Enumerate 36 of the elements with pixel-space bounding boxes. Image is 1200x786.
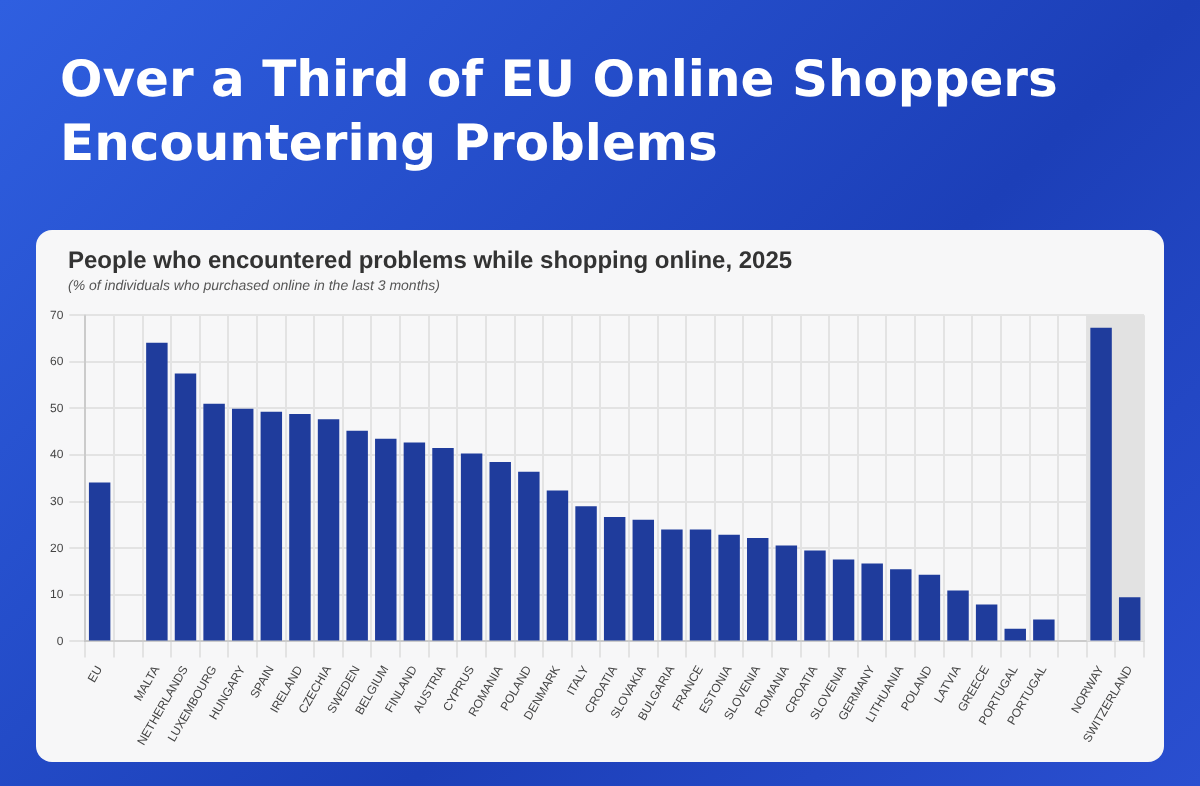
bar: [890, 569, 912, 641]
bar: [203, 403, 225, 641]
bar: [489, 462, 511, 641]
bar: [804, 550, 826, 641]
bar: [747, 537, 769, 641]
bar: [231, 408, 254, 641]
bar: [689, 529, 712, 641]
bar: [832, 559, 855, 641]
bar: [661, 529, 683, 641]
bar: [346, 430, 368, 641]
bar: [146, 342, 168, 641]
bar: [260, 411, 283, 641]
bar: [460, 453, 483, 641]
bar: [1004, 628, 1026, 641]
bar: [174, 373, 197, 641]
bar: [88, 482, 111, 641]
bar: [1033, 619, 1055, 641]
bar: [575, 506, 597, 641]
bar: [718, 534, 740, 641]
bar: [775, 545, 798, 641]
bar: [518, 471, 540, 641]
bar: [317, 419, 340, 641]
bar: [1118, 597, 1141, 641]
chart-subtitle: People who encountered problems while shopping online, 2025: [68, 246, 793, 274]
bar: [603, 516, 626, 641]
bar: [918, 574, 941, 641]
chart-title: Over a Third of EU Online Shoppers Encountering Problems: [60, 48, 1060, 176]
bar: [975, 604, 998, 641]
bar: [375, 438, 397, 641]
bar: [403, 442, 426, 641]
bar: [861, 563, 883, 641]
bar: [632, 519, 655, 641]
bar: [432, 448, 454, 641]
bar: [546, 490, 569, 641]
bar: [947, 590, 969, 641]
bar: [289, 414, 311, 641]
